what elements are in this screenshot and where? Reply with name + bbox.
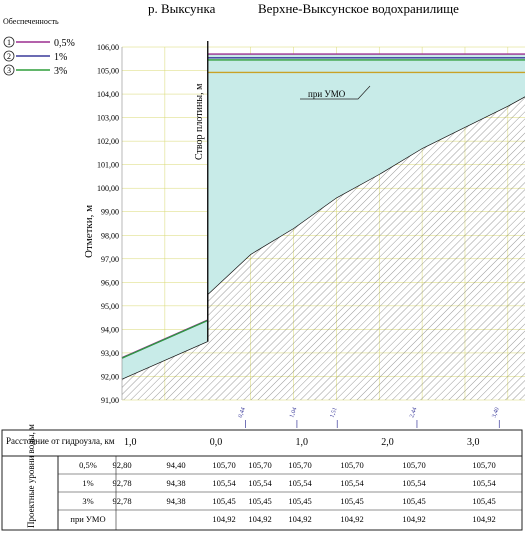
y-tick-label: 91,00 — [101, 396, 119, 405]
table-frame — [1, 429, 523, 531]
table-cell: 105,45 — [472, 496, 495, 506]
y-tick-label: 106,00 — [97, 43, 119, 52]
y-tick-label: 100,00 — [97, 184, 119, 193]
dam-label: Створ плотины, м — [194, 83, 205, 160]
table-cell: 94,40 — [166, 460, 185, 470]
legend-number: 2 — [7, 52, 11, 61]
umo-leader — [300, 85, 371, 100]
legend-label: 3% — [54, 66, 67, 77]
levels-table: Расстояние от гидроузла, км 1,0 0,0 1,0 2,0 3… — [1, 424, 523, 531]
y-tick-label: 101,00 — [97, 161, 119, 170]
table-cell: 104,92 — [212, 514, 235, 524]
table-cell: 105,45 — [212, 496, 235, 506]
level-line-3 — [121, 319, 209, 359]
table-cell: 104,92 — [248, 514, 271, 524]
y-tick-label: 96,00 — [101, 278, 119, 287]
y-tick-label: 102,00 — [97, 137, 119, 146]
table-cell: 104,92 — [288, 514, 311, 524]
table-cell: 104,92 — [472, 514, 495, 524]
distance-mark-label: 0,44 — [238, 407, 247, 419]
distance-tick-label: 2,0 — [381, 437, 394, 448]
legend-marker — [3, 50, 15, 62]
umo-label: при УМО — [308, 89, 346, 99]
table-cell: 104,92 — [402, 514, 425, 524]
distance-tick-label: 0,0 — [210, 437, 223, 448]
table-cell: 92,78 — [112, 496, 131, 506]
table-cell: 105,70 — [402, 460, 425, 470]
distance-mark-label: 1,51 — [329, 407, 338, 419]
table-cell: 104,92 — [340, 514, 363, 524]
water-level-lines — [121, 53, 525, 359]
table-cell: 105,70 — [212, 460, 235, 470]
y-tick-label: 99,00 — [101, 208, 119, 217]
reservoir-title: Верхне-Выксунское водохранилище — [258, 1, 459, 16]
y-tick-label: 92,00 — [101, 372, 119, 381]
table-cell: 105,54 — [340, 478, 364, 488]
distance-tick-label: 1,0 — [124, 437, 137, 448]
legend-label: 1% — [54, 52, 67, 63]
legend-marker — [3, 36, 15, 48]
table-cell: 105,54 — [212, 478, 236, 488]
legend-title: Обеспеченность — [3, 17, 59, 26]
y-tick-label: 94,00 — [101, 325, 119, 334]
river-title: р. Выксунка — [148, 1, 216, 16]
table-cell: 105,54 — [472, 478, 496, 488]
legend: 1 0,5% 2 1% 3 3% — [3, 36, 75, 77]
distance-header: Расстояние от гидроузла, км — [6, 436, 115, 446]
table-cell: 105,54 — [288, 478, 312, 488]
row-label: при УМО — [70, 514, 105, 524]
row-label: 0,5% — [79, 460, 97, 470]
water-left — [122, 319, 208, 379]
legend-label: 0,5% — [54, 38, 75, 49]
table-cell: 94,38 — [166, 496, 185, 506]
table-cell: 105,54 — [248, 478, 272, 488]
distance-mark-label: 1,04 — [289, 407, 298, 419]
legend-number: 3 — [7, 66, 11, 75]
y-axis-label: Отметки, м — [83, 205, 95, 258]
table-cell: 105,70 — [472, 460, 495, 470]
table-cell: 105,70 — [288, 460, 311, 470]
y-tick-label: 93,00 — [101, 349, 119, 358]
table-cell: 94,38 — [166, 478, 185, 488]
legend-marker — [3, 64, 15, 76]
table-cell: 105,70 — [248, 460, 271, 470]
table-cell: 92,78 — [112, 478, 131, 488]
legend-number: 1 — [7, 38, 11, 47]
y-tick-label: 103,00 — [97, 114, 119, 123]
water-reservoir — [207, 54, 525, 295]
table-cell: 105,70 — [340, 460, 363, 470]
y-tick-label: 95,00 — [101, 302, 119, 311]
table-cell: 105,45 — [340, 496, 363, 506]
ground-hatch — [122, 96, 525, 401]
distance-tick-label: 3,0 — [467, 437, 480, 448]
row-label: 3% — [82, 496, 93, 506]
distance-tick-label: 1,0 — [295, 437, 308, 448]
distance-mark-label: 2,44 — [409, 407, 418, 419]
y-axis: 106,00 105,00 104,00 103,00 102,00 101,00 100,… — [97, 43, 123, 405]
table-cell: 105,45 — [402, 496, 425, 506]
y-tick-label: 98,00 — [101, 231, 119, 240]
row-label: 1% — [82, 478, 93, 488]
table-cell: 105,45 — [288, 496, 311, 506]
y-tick-label: 104,00 — [97, 90, 119, 99]
y-tick-label: 105,00 — [97, 67, 119, 76]
levels-header: Проектные уровни воды, м — [26, 424, 36, 528]
table-cell: 92,80 — [112, 460, 131, 470]
y-tick-label: 97,00 — [101, 255, 119, 264]
distance-marks: 0,44 1,04 1,51 2,44 3,40 — [238, 407, 501, 428]
table-cell: 105,45 — [248, 496, 271, 506]
table-cell: 105,54 — [402, 478, 426, 488]
water-area — [122, 54, 525, 379]
distance-mark-label: 3,40 — [492, 407, 501, 419]
